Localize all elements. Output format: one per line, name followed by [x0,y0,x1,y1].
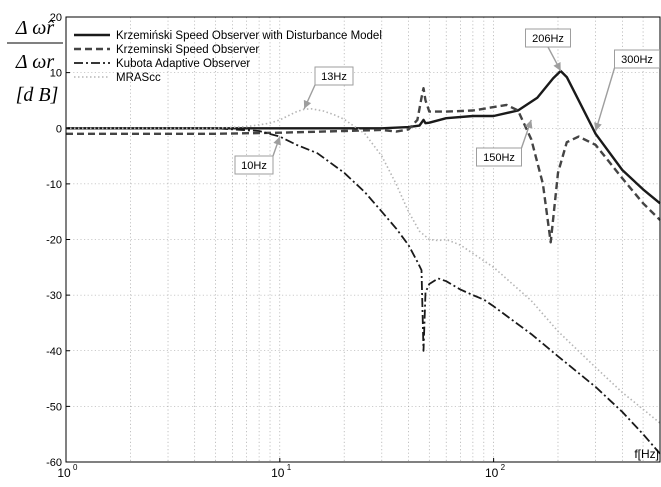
annotation-arrowhead [594,122,602,132]
y-tick-label: -60 [46,457,62,469]
annotation-arrowhead [524,119,533,129]
y-tick-label: 0 [56,123,62,135]
annotation-box [234,155,274,175]
series-line-0 [66,69,661,205]
y-tick-label: -30 [46,290,62,302]
legend-entry-0: Krzemiński Speed Observer with Disturban… [116,30,382,42]
annotation-box [476,147,522,167]
y-tick-label: -50 [46,401,62,413]
annotation-arrowhead [303,99,312,109]
series-layer [66,69,661,455]
x-tick-label: 10 [271,466,285,480]
annotation-label: 150Hz [483,152,515,164]
annotation-callout-2: 206Hz [525,28,571,72]
y-axis-label-denominator: Δ ωr [15,51,54,73]
annotation-arrowhead [273,136,281,146]
x-tick-label: 10 [485,466,499,480]
annotations: 13Hz 10Hz 206Hz 300Hz 150Hz [234,28,660,175]
x-tick-label-exponent: 2 [501,463,506,472]
annotation-arrow [594,67,616,132]
annotation-box [614,49,660,69]
x-tick-label-exponent: 0 [73,463,78,472]
annotation-label: 206Hz [532,33,564,45]
x-tick-label: 10 [57,466,71,480]
x-tick-label-exponent: 1 [287,463,292,472]
y-tick-label: -10 [46,179,62,191]
annotation-label: 10Hz [241,160,267,172]
y-axis-label-numerator: Δ ω̂r [15,17,54,39]
series-line-1 [66,86,661,244]
y-tick-label: 10 [50,68,62,80]
annotation-callout-4: 150Hz [476,119,533,167]
annotation-box [525,28,571,48]
y-axis-label: Δ ω̂r Δ ωr [d B] [7,17,63,106]
legend-entry-2: Kubota Adaptive Observer [116,58,250,70]
annotation-arrowhead [553,62,561,71]
legend-entry-3: MRAScc [116,72,161,84]
legend: Krzemiński Speed Observer with Disturban… [74,30,382,84]
series-line-2 [66,127,661,455]
annotation-callout-0: 13Hz [303,66,354,110]
legend-entry-1: Krzeminski Speed Observer [116,44,259,56]
y-tick-label: -40 [46,346,62,358]
annotation-callout-3: 300Hz [594,49,660,132]
annotation-label: 13Hz [321,71,347,83]
annotation-box [314,66,354,86]
annotation-label: 300Hz [621,54,653,66]
series-line-3 [66,108,661,424]
y-tick-label: -20 [46,235,62,247]
y-axis-label-unit: [d B] [16,84,59,106]
y-tick-label: 20 [50,12,62,24]
x-axis-label: f[Hz] [634,447,659,461]
annotation-callout-1: 10Hz [234,136,281,175]
